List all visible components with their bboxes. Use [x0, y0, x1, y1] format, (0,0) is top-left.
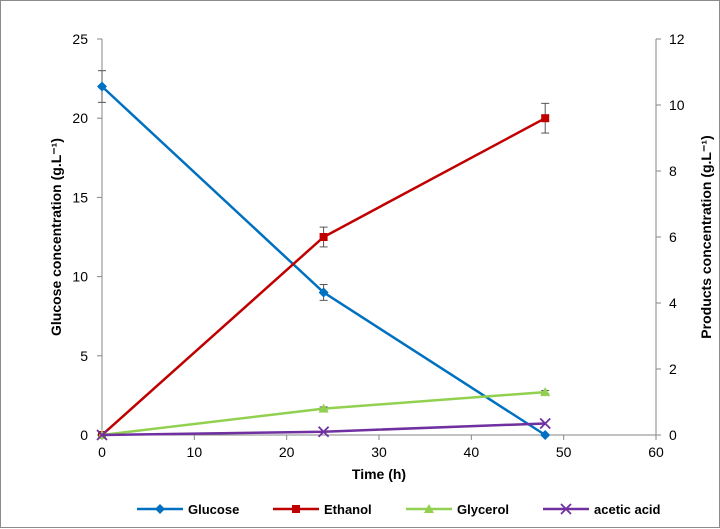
- left-y-tick-label: 20: [72, 110, 88, 126]
- legend-item-acetic-acid: acetic acid: [543, 502, 661, 517]
- right-y-tick-label: 0: [669, 427, 677, 443]
- series-line: [101, 422, 546, 437]
- legend-label: Glycerol: [457, 502, 509, 517]
- data-point-stroke: [317, 426, 330, 438]
- axes: 0 10 20 30 40 50 60 0 5 10 15 20 25 0 2 4 6 8 10 12: [72, 31, 684, 460]
- series-line: [101, 117, 546, 436]
- left-y-axis-title: Glucose concentration (g.L⁻¹): [48, 138, 64, 336]
- right-y-tick-label: 4: [669, 295, 677, 311]
- data-point: [317, 426, 330, 438]
- series-layer: [96, 70, 551, 441]
- data-point: [292, 505, 300, 513]
- x-tick-label: 50: [556, 444, 572, 460]
- x-tick-label: 40: [464, 444, 480, 460]
- legend-item-ethanol: Ethanol: [273, 502, 372, 517]
- legend-item-glucose: Glucose: [137, 502, 239, 517]
- x-tick-label: 0: [98, 444, 106, 460]
- data-point: [540, 430, 551, 440]
- x-tick-label: 20: [279, 444, 295, 460]
- data-point: [424, 504, 434, 513]
- data-point-stroke: [560, 503, 572, 515]
- series-line: [101, 390, 546, 437]
- data-point: [540, 387, 551, 397]
- legend-label: Glucose: [188, 502, 239, 517]
- legend-label: acetic acid: [594, 502, 661, 517]
- x-tick-label: 10: [187, 444, 203, 460]
- data-point: [541, 114, 550, 123]
- series-acetic-acid: [96, 417, 551, 441]
- data-point: [318, 287, 329, 298]
- right-y-tick-label: 2: [669, 361, 677, 377]
- data-point: [97, 81, 107, 92]
- data-point: [319, 233, 328, 241]
- right-y-tick-label: 12: [669, 31, 685, 47]
- data-point: [96, 429, 108, 441]
- series-line: [101, 85, 546, 437]
- left-y-tick-label: 5: [80, 348, 88, 364]
- data-point: [560, 503, 572, 515]
- data-point: [155, 504, 165, 514]
- right-y-tick-label: 6: [669, 229, 677, 245]
- x-tick-label: 30: [371, 444, 387, 460]
- right-y-tick-label: 10: [669, 97, 685, 113]
- series-glucose: [97, 70, 551, 440]
- data-point: [539, 417, 551, 430]
- data-point-stroke: [96, 429, 108, 441]
- left-y-tick-label: 15: [72, 189, 88, 205]
- right-y-axis-title: Products concentration (g.L⁻¹): [698, 135, 714, 338]
- left-y-tick-label: 25: [72, 31, 88, 47]
- legend: Glucose Ethanol Glycerol acetic acid: [137, 502, 661, 517]
- right-y-tick-label: 8: [669, 163, 677, 179]
- series-ethanol: [98, 102, 550, 439]
- legend-item-glycerol: Glycerol: [406, 502, 509, 517]
- left-y-tick-label: 0: [80, 427, 88, 443]
- x-axis-title: Time (h): [352, 466, 406, 482]
- data-point-stroke: [539, 417, 551, 430]
- left-y-tick-label: 10: [72, 269, 88, 285]
- x-tick-label: 60: [648, 444, 664, 460]
- data-point: [318, 403, 329, 413]
- legend-label: Ethanol: [324, 502, 372, 517]
